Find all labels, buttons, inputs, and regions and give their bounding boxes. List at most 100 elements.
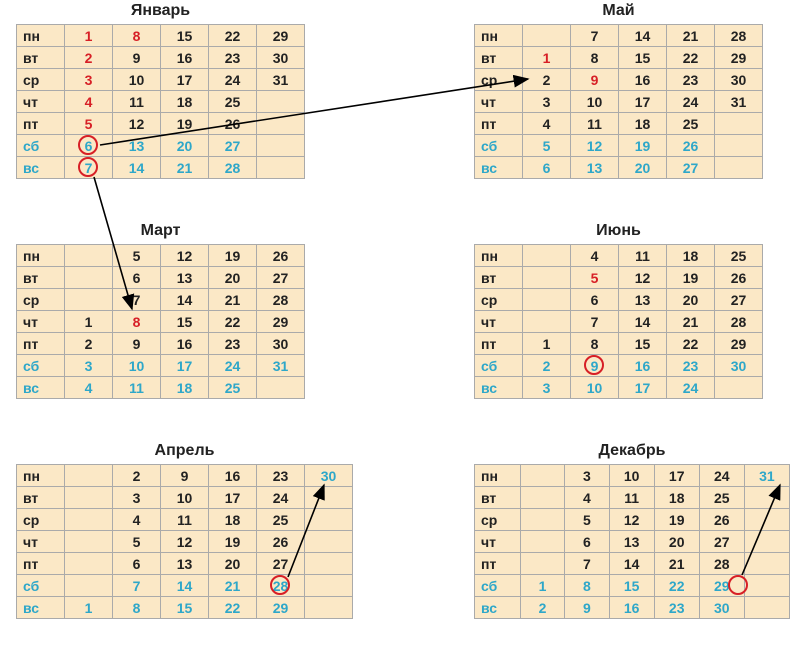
calendar-cell: 7 [65, 157, 113, 179]
calendar-cell [744, 487, 789, 509]
calendar-cell [65, 465, 113, 487]
calendar-cell: 28 [715, 311, 763, 333]
calendar-cell: 17 [161, 355, 209, 377]
calendar-cell: 4 [113, 509, 161, 531]
calendar-cell: 15 [161, 25, 209, 47]
calendar-cell: 4 [65, 377, 113, 399]
calendar-cell [744, 575, 789, 597]
calendar-cell: 14 [609, 553, 654, 575]
calendar-table: пн7142128вт18152229ср29162330чт310172431… [474, 24, 763, 179]
calendar-cell: 31 [715, 91, 763, 113]
day-label: сб [475, 575, 521, 597]
calendar-cell [523, 25, 571, 47]
day-label: пт [475, 553, 521, 575]
calendar-cell: 28 [715, 25, 763, 47]
calendar-cell: 24 [209, 355, 257, 377]
calendar-cell: 28 [209, 157, 257, 179]
calendar-cell: 30 [257, 333, 305, 355]
calendar-cell: 26 [209, 113, 257, 135]
calendar-cell: 31 [257, 69, 305, 91]
calendar-cell [744, 597, 789, 619]
calendar-cell: 15 [161, 597, 209, 619]
calendar-cell: 20 [667, 289, 715, 311]
month-mar: Мартпн5121926вт6132027ср7142128чт1815222… [16, 222, 305, 399]
calendar-cell: 3 [523, 91, 571, 113]
calendar-cell: 9 [161, 465, 209, 487]
calendar-cell [520, 465, 564, 487]
calendar-cell [65, 245, 113, 267]
calendar-table: пн5121926вт6132027ср7142128чт18152229пт2… [16, 244, 305, 399]
calendar-cell: 29 [257, 597, 305, 619]
calendar-cell: 24 [257, 487, 305, 509]
calendar-cell: 22 [209, 597, 257, 619]
day-label: пт [17, 553, 65, 575]
calendar-cell: 30 [305, 465, 353, 487]
calendar-cell: 27 [667, 157, 715, 179]
calendar-cell [715, 157, 763, 179]
calendar-cell: 23 [654, 597, 699, 619]
calendar-cell: 9 [571, 69, 619, 91]
calendar-cell: 13 [609, 531, 654, 553]
calendar-cell [520, 531, 564, 553]
calendar-cell: 11 [113, 377, 161, 399]
calendar-cell: 30 [715, 69, 763, 91]
calendar-cell: 26 [257, 531, 305, 553]
calendar-cell: 23 [667, 69, 715, 91]
calendar-cell [305, 531, 353, 553]
calendar-cell: 24 [209, 69, 257, 91]
calendar-cell: 10 [571, 377, 619, 399]
calendar-cell: 8 [113, 597, 161, 619]
calendar-cell: 6 [571, 289, 619, 311]
month-title: Апрель [16, 442, 353, 460]
calendar-cell: 12 [113, 113, 161, 135]
calendar-cell: 26 [699, 509, 744, 531]
calendar-cell: 14 [619, 25, 667, 47]
day-label: ср [475, 69, 523, 91]
calendar-cell: 18 [619, 113, 667, 135]
calendar-cell: 5 [565, 509, 609, 531]
calendar-cell: 27 [209, 135, 257, 157]
calendar-cell: 21 [209, 289, 257, 311]
day-label: ср [475, 509, 521, 531]
calendar-cell: 29 [699, 575, 744, 597]
calendar-cell: 3 [565, 465, 609, 487]
calendar-cell [520, 509, 564, 531]
calendar-cell: 11 [609, 487, 654, 509]
day-label: пн [17, 245, 65, 267]
calendar-cell [523, 267, 571, 289]
calendar-cell: 17 [161, 69, 209, 91]
calendar-cell [744, 531, 789, 553]
day-label: пн [475, 465, 521, 487]
calendar-cell: 18 [667, 245, 715, 267]
calendar-cell: 2 [523, 355, 571, 377]
calendar-cell: 16 [161, 47, 209, 69]
day-label: пн [475, 245, 523, 267]
calendar-cell [520, 553, 564, 575]
calendar-cell: 15 [609, 575, 654, 597]
calendar-cell: 2 [65, 333, 113, 355]
month-jan: Январьпн18152229вт29162330ср310172431чт4… [16, 2, 305, 179]
calendar-cell: 14 [161, 289, 209, 311]
calendar-cell: 18 [161, 91, 209, 113]
day-label: вт [475, 47, 523, 69]
calendar-cell: 5 [113, 531, 161, 553]
calendar-cell: 20 [619, 157, 667, 179]
day-label: чт [475, 91, 523, 113]
calendar-cell: 1 [65, 597, 113, 619]
calendar-cell [305, 575, 353, 597]
calendar-cell: 17 [619, 91, 667, 113]
calendar-cell: 13 [161, 267, 209, 289]
calendar-cell: 25 [257, 509, 305, 531]
day-label: вт [17, 267, 65, 289]
calendar-cell: 13 [113, 135, 161, 157]
calendar-cell: 6 [523, 157, 571, 179]
calendar-cell: 26 [257, 245, 305, 267]
calendar-cell: 12 [619, 267, 667, 289]
calendar-cell [523, 289, 571, 311]
calendar-cell [257, 91, 305, 113]
day-label: ср [17, 69, 65, 91]
calendar-cell: 10 [609, 465, 654, 487]
calendar-cell: 5 [523, 135, 571, 157]
calendar-cell: 22 [667, 333, 715, 355]
calendar-cell: 2 [520, 597, 564, 619]
